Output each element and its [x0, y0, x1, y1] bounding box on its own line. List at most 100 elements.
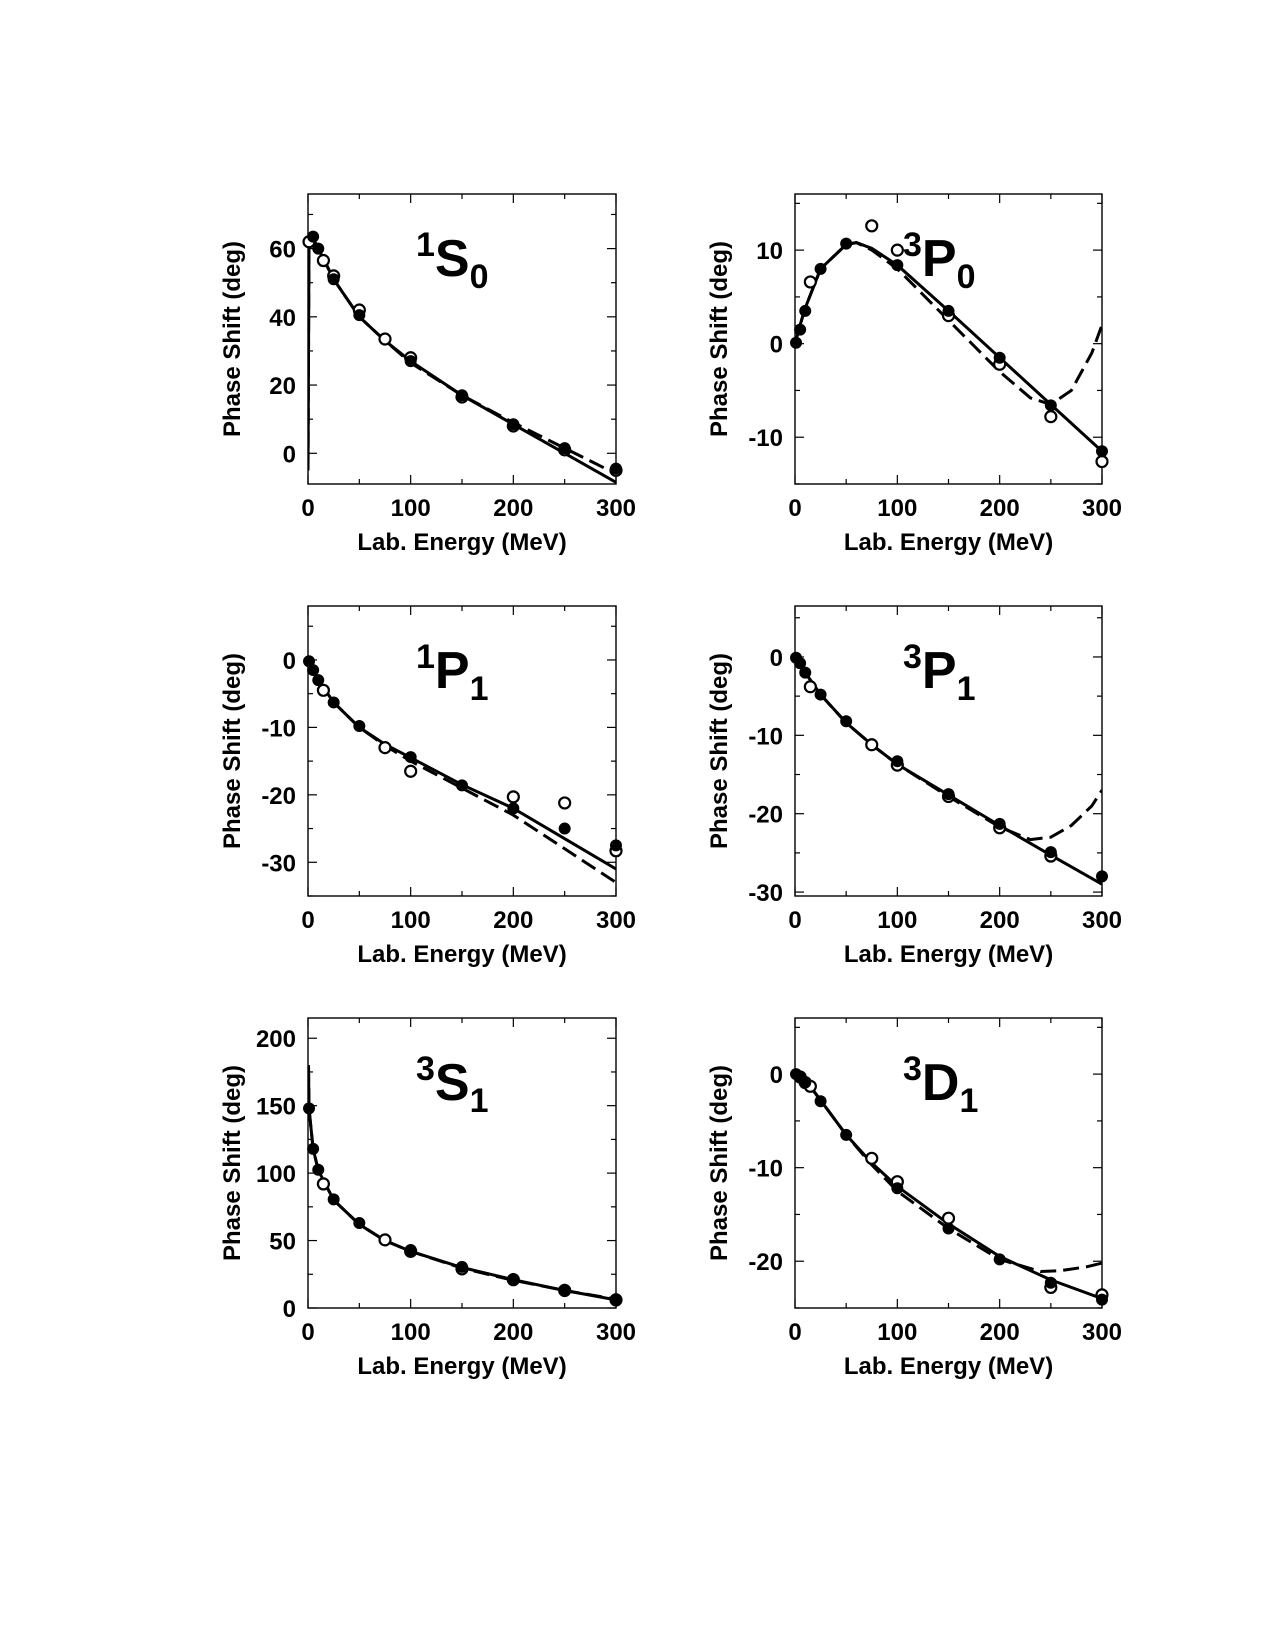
filled-circle-point — [1044, 1276, 1057, 1289]
filled-circle-point — [942, 1222, 955, 1235]
filled-circle-point — [456, 389, 468, 402]
x-tick-label: 0 — [788, 495, 801, 522]
filled-circle-point — [312, 1163, 325, 1176]
x-tick-label: 200 — [493, 495, 533, 522]
x-tick-label: 100 — [877, 495, 917, 522]
filled-circle-point — [558, 1283, 571, 1296]
y-tick-label: -20 — [748, 802, 783, 829]
y-axis-label: Phase Shift (deg) — [219, 1065, 246, 1261]
x-axis-label: Lab. Energy (MeV) — [357, 1353, 566, 1380]
open-circle-point — [1095, 454, 1109, 469]
partial-wave-title: 3S1 — [416, 1050, 489, 1120]
filled-circle-point — [404, 1244, 417, 1256]
y-tick-label: 20 — [269, 373, 296, 400]
panel-6: 0 100 200 300 -20 -10 0 Lab. Energy (MeV) Phase … — [706, 1017, 1122, 1380]
filled-circle-point — [353, 1217, 366, 1230]
y-tick-label: 60 — [269, 237, 296, 264]
partial-wave-title: 3P0 — [903, 226, 976, 296]
filled-circle-point — [993, 351, 1006, 364]
filled-circle-point — [799, 666, 812, 679]
x-tick-label: 200 — [980, 1319, 1020, 1346]
filled-circle-point — [558, 442, 571, 455]
x-tick-label: 0 — [301, 1319, 314, 1346]
x-axis-label: Lab. Energy (MeV) — [357, 941, 566, 968]
x-tick-label: 100 — [877, 907, 917, 934]
partial-wave-title: 3P1 — [903, 638, 976, 708]
x-tick-label: 0 — [301, 495, 314, 522]
x-tick-label: 200 — [980, 495, 1020, 522]
y-tick-label: 150 — [256, 1094, 296, 1121]
filled-circle-point — [610, 462, 622, 475]
x-axis-label: Lab. Energy (MeV) — [357, 529, 566, 556]
x-tick-label: 100 — [391, 495, 431, 522]
title-subscript: 1 — [957, 670, 976, 708]
x-tick-label: 0 — [788, 1319, 801, 1346]
filled-circle-point — [891, 259, 904, 272]
open-circle-point — [890, 243, 904, 257]
filled-circle-point — [814, 688, 827, 701]
open-circle-point — [803, 680, 817, 694]
filled-circle-point — [942, 788, 955, 801]
y-tick-label: 40 — [269, 305, 296, 332]
filled-circle-point — [507, 1273, 520, 1285]
open-circle-point — [941, 1211, 956, 1225]
filled-circle-point — [891, 1182, 904, 1195]
filled-circle-point — [799, 304, 812, 317]
title-superscript: 3 — [903, 226, 922, 264]
filled-circle-point — [840, 715, 853, 728]
title-subscript: 1 — [470, 670, 489, 708]
open-circle-point — [1044, 410, 1058, 424]
filled-circle-point — [794, 657, 807, 670]
filled-circle-point — [942, 304, 955, 317]
x-axis-label: Lab. Energy (MeV) — [844, 1353, 1053, 1380]
y-tick-label: -30 — [748, 880, 783, 907]
open-circle-point — [378, 332, 392, 346]
open-circle-point — [558, 796, 572, 810]
open-circle-point — [404, 764, 418, 778]
y-tick-label: -10 — [748, 425, 783, 452]
filled-circle-point — [327, 696, 340, 709]
filled-circle-point — [353, 309, 366, 322]
filled-circle-point — [307, 1142, 320, 1155]
title-superscript: 1 — [416, 638, 435, 676]
y-tick-label: 200 — [256, 1026, 296, 1053]
title-subscript: 1 — [959, 1082, 978, 1120]
partial-wave-title: 3D1 — [903, 1050, 978, 1120]
title-superscript: 1 — [416, 226, 435, 264]
title-superscript: 3 — [416, 1050, 435, 1088]
x-tick-label: 300 — [596, 1319, 636, 1346]
title-letter: S — [435, 230, 470, 288]
filled-circle-point — [327, 1193, 340, 1206]
filled-circle-point — [456, 1260, 468, 1273]
x-tick-label: 300 — [1082, 1319, 1122, 1346]
x-tick-label: 200 — [493, 907, 533, 934]
y-tick-label: 100 — [256, 1161, 296, 1188]
y-axis-label: Phase Shift (deg) — [706, 241, 733, 437]
filled-circle-point — [610, 839, 622, 852]
y-tick-label: 0 — [283, 441, 296, 468]
y-tick-label: 0 — [770, 645, 783, 672]
x-tick-label: 100 — [877, 1319, 917, 1346]
open-circle-point — [506, 790, 520, 804]
open-circle-point — [316, 1177, 330, 1191]
y-tick-label: 0 — [283, 648, 296, 675]
title-letter: D — [922, 1054, 960, 1112]
filled-circle-point — [814, 262, 827, 275]
partial-wave-title: 1S0 — [416, 226, 489, 296]
filled-circle-point — [1044, 846, 1057, 859]
x-tick-label: 100 — [391, 1319, 431, 1346]
y-tick-label: -10 — [748, 1156, 783, 1183]
x-tick-label: 200 — [493, 1319, 533, 1346]
filled-circle-point — [610, 1293, 622, 1306]
y-axis-label: Phase Shift (deg) — [706, 653, 733, 849]
y-tick-label: 0 — [770, 332, 783, 359]
x-axis-label: Lab. Energy (MeV) — [844, 941, 1053, 968]
title-letter: P — [922, 642, 957, 700]
filled-circle-point — [507, 418, 520, 431]
filled-circle-point — [1044, 399, 1057, 412]
filled-circle-point — [353, 720, 366, 733]
title-letter: P — [922, 230, 957, 288]
filled-circle-point — [327, 273, 340, 286]
filled-circle-point — [1096, 1293, 1108, 1306]
